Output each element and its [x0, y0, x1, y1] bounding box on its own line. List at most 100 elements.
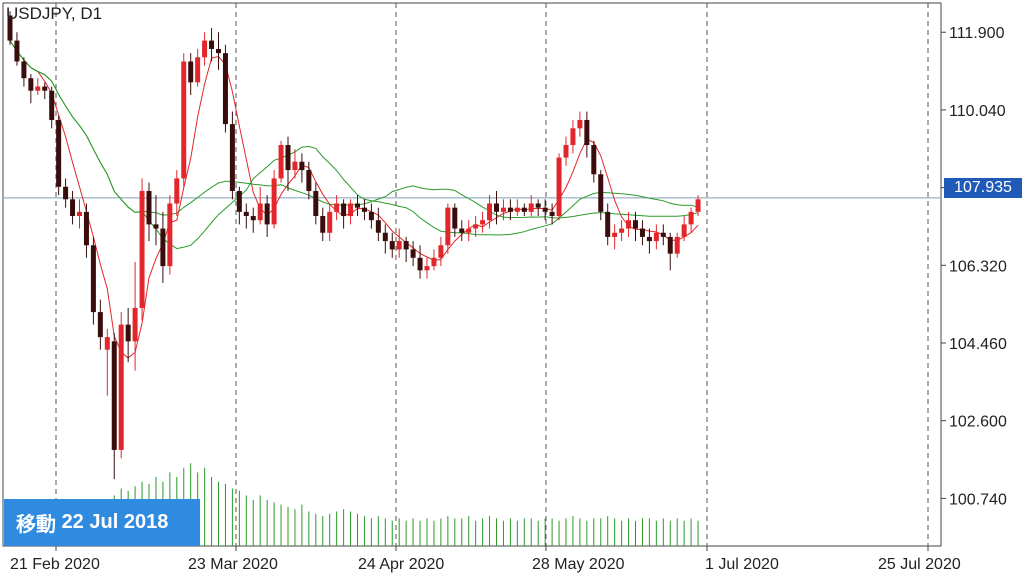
- candle-body: [660, 232, 666, 237]
- candle: [653, 224, 659, 250]
- candle: [236, 186, 242, 225]
- goto-date: 22 Jul 2018: [61, 511, 169, 533]
- candle-body: [556, 157, 562, 217]
- candle: [209, 28, 215, 62]
- candle: [695, 195, 701, 217]
- candle-body: [160, 228, 166, 267]
- candle-body: [417, 257, 423, 271]
- candle-body: [507, 207, 513, 212]
- candle: [35, 78, 41, 95]
- candle-body: [56, 119, 62, 187]
- candle-body: [250, 216, 256, 221]
- candle-body: [146, 190, 152, 225]
- candle-body: [209, 40, 215, 49]
- candle-body: [688, 211, 694, 225]
- candle-body: [577, 119, 583, 129]
- candle-body: [341, 203, 347, 217]
- price-axis: 111.900110.040108.180106.320104.460102.6…: [941, 25, 1007, 508]
- candle: [271, 170, 277, 229]
- candle: [584, 111, 590, 158]
- candle-body: [35, 86, 41, 91]
- candle: [591, 140, 597, 183]
- candle: [626, 211, 632, 237]
- y-tick-label: 106.320: [949, 258, 1007, 275]
- candle-body: [375, 220, 381, 233]
- candle: [306, 161, 312, 200]
- candle: [104, 328, 110, 396]
- candle-body: [424, 266, 430, 271]
- candle: [56, 115, 62, 196]
- candle-body: [70, 199, 76, 217]
- candle-body: [188, 61, 194, 83]
- candle-body: [403, 241, 409, 250]
- candle: [619, 220, 625, 242]
- candle: [285, 136, 291, 191]
- candle: [438, 236, 444, 267]
- candle-body: [639, 228, 645, 237]
- candle: [28, 74, 34, 104]
- candle: [63, 178, 69, 208]
- candle: [250, 207, 256, 233]
- candle: [646, 228, 652, 254]
- candle-body: [28, 78, 34, 91]
- candle-body: [500, 207, 506, 212]
- candle-body: [257, 203, 263, 221]
- candle: [549, 203, 555, 225]
- candles: [7, 11, 701, 480]
- candle: [243, 203, 249, 229]
- candle-body: [278, 145, 284, 179]
- candle: [327, 203, 333, 242]
- x-tick-label: 28 May 2020: [532, 556, 625, 573]
- candle: [500, 199, 506, 221]
- candle: [195, 48, 201, 87]
- candle-body: [633, 220, 638, 229]
- y-tick-label: 110.040: [949, 103, 1006, 120]
- candle-body: [77, 211, 82, 217]
- candle: [229, 111, 235, 200]
- candle: [542, 199, 548, 221]
- candle-body: [320, 216, 326, 233]
- x-tick-label: 1 Jul 2020: [705, 556, 779, 573]
- candle-body: [361, 207, 367, 212]
- candle: [452, 203, 458, 237]
- y-tick-label: 102.600: [949, 414, 1007, 431]
- candle-body: [584, 119, 590, 146]
- candle: [521, 203, 527, 217]
- candle-body: [327, 211, 333, 233]
- candle: [681, 216, 687, 242]
- candle-body: [49, 90, 55, 120]
- candle: [257, 186, 263, 225]
- current-price-tag: 107.935: [944, 178, 1022, 198]
- x-tick-label: 23 Mar 2020: [188, 556, 278, 573]
- candle: [222, 44, 228, 133]
- candle-body: [368, 211, 374, 221]
- candle: [167, 195, 173, 275]
- candle-body: [466, 228, 472, 233]
- candle: [396, 228, 402, 258]
- candle-body: [174, 178, 180, 204]
- candle: [570, 119, 576, 154]
- goto-date-badge[interactable]: 移動 22 Jul 2018: [4, 499, 200, 546]
- candle: [202, 32, 208, 66]
- candle-body: [21, 61, 27, 79]
- candle-body: [83, 211, 89, 246]
- candle: [480, 211, 486, 233]
- candle: [361, 199, 367, 221]
- candle: [612, 224, 618, 250]
- candle: [556, 153, 562, 221]
- candle-body: [202, 40, 208, 58]
- candle-body: [452, 207, 458, 229]
- candle: [688, 207, 694, 233]
- moving-averages: [9, 40, 699, 359]
- candle-body: [313, 190, 319, 217]
- candle: [598, 170, 604, 221]
- candle: [660, 224, 666, 246]
- candle-body: [355, 203, 360, 208]
- candle-body: [125, 324, 131, 342]
- candle: [466, 220, 472, 242]
- candle-body: [646, 236, 652, 242]
- candle-body: [619, 228, 625, 233]
- candle: [77, 199, 82, 229]
- candle-body: [494, 203, 499, 212]
